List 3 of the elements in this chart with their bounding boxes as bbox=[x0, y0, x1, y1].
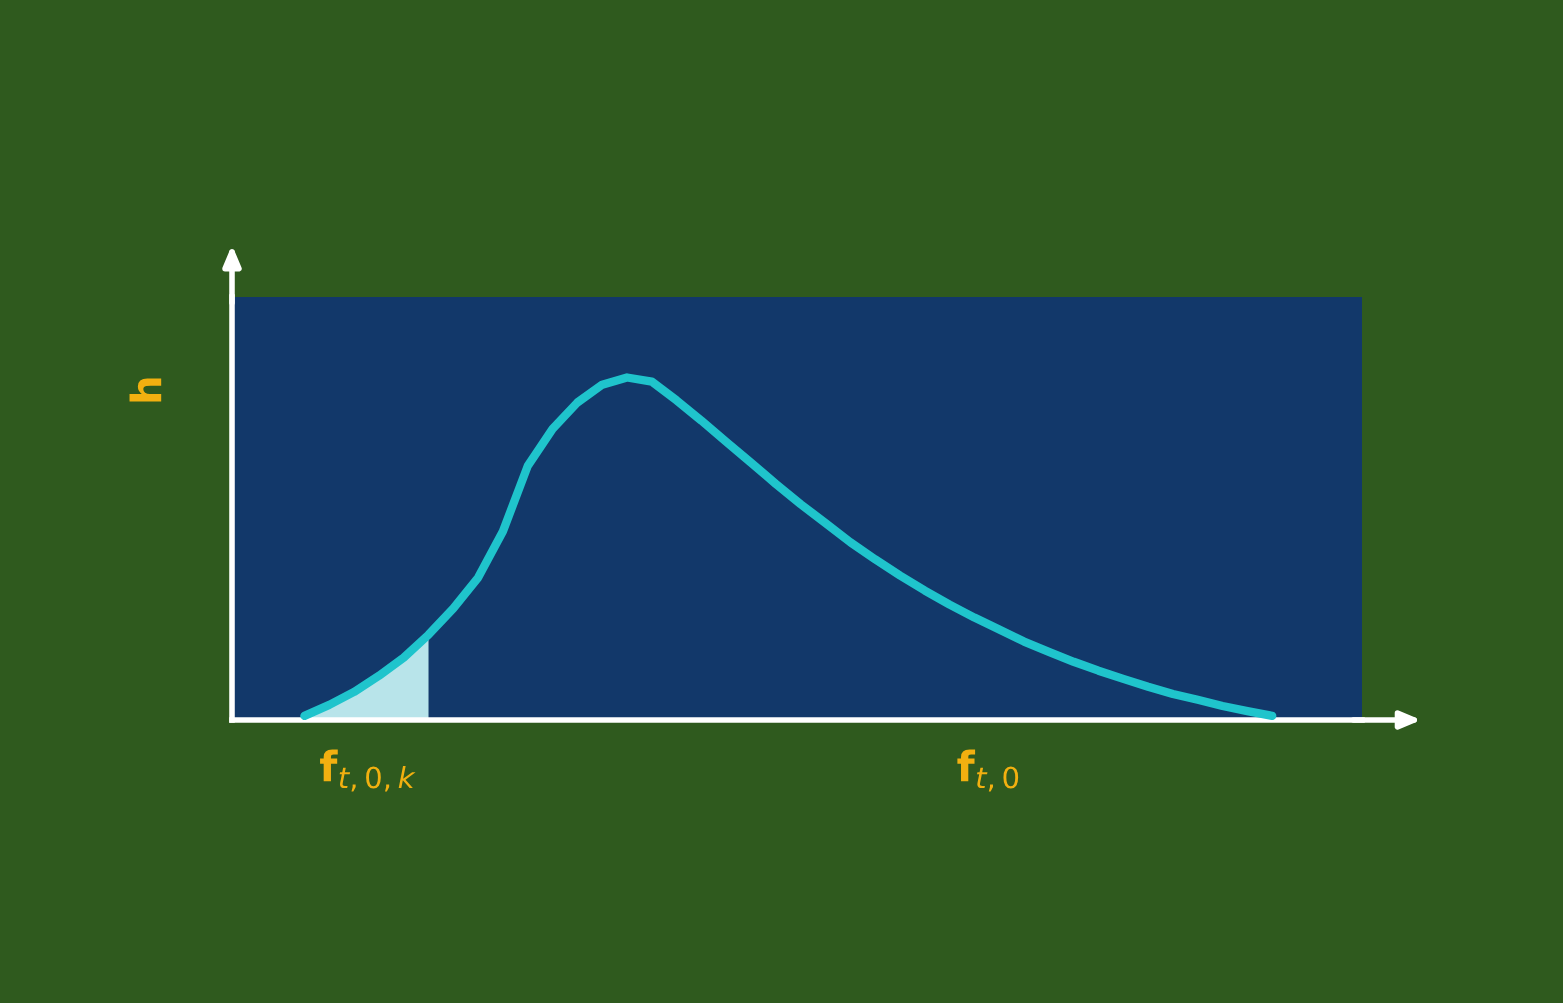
x-axis-title: f$_{t,0}$ bbox=[957, 749, 1019, 792]
y-axis-title: h bbox=[129, 378, 162, 402]
text: f$_{t,0,k}$ bbox=[320, 749, 416, 792]
